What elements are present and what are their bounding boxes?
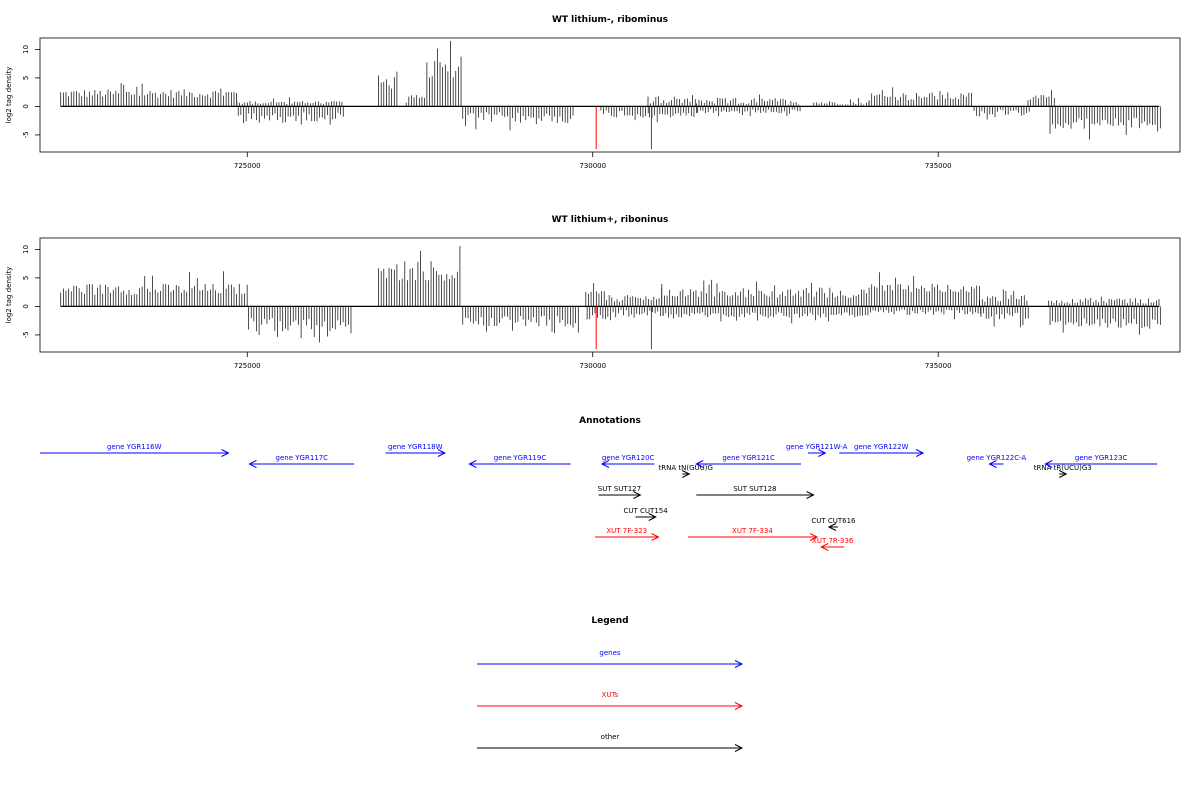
plot-frame [39,37,1181,153]
feature-label: gene YGR123C [1075,454,1128,462]
arrow-head-icon [809,533,819,541]
feature-label: XUT 7F-323 [606,527,647,535]
feature-label: gene YGR121W-A [786,443,848,451]
feature-label: CUT CUT616 [811,517,856,525]
feature-xut: XUT 7F-334 [687,527,819,541]
arrow-head-icon [248,460,257,468]
arrow-head-icon [651,533,660,541]
y-axis-label: log2 tag density [5,67,13,124]
feature-label: gene YGR116W [107,443,162,451]
x-tick-label: 735000 [925,362,952,370]
arrow-head-icon [600,460,610,468]
arrow-head-icon [682,470,691,478]
x-tick-label: 735000 [925,162,952,170]
feature-gene: gene YGR118W [385,443,447,457]
arrow-head-icon [734,660,744,668]
feature-label: tRNA tR(UCU)G3 [1034,464,1092,472]
legend-title: Legend [591,616,628,626]
coverage-panel-2: WT lithium+, riboninus log2 tag density 10… [5,215,1181,370]
legend-label: genes [599,649,620,657]
feature-label: gene YGR120C [602,454,655,462]
arrow-head-icon [820,543,829,551]
feature-xut: XUT 7R-336 [812,537,854,551]
arrow-head-icon [734,702,744,710]
feature-label: gene YGR119C [494,454,547,462]
y-tick-label: 5 [22,276,30,280]
feature-label: SUT SUT128 [733,485,776,493]
arrow-head-icon [734,744,744,752]
feature-gene: gene YGR119C [468,454,571,468]
x-tick-label: 725000 [234,162,261,170]
y-tick-label: 10 [22,245,30,254]
signal-bars [60,245,1161,343]
feature-label: gene YGR121C [722,454,775,462]
feature-label: gene YGR118W [388,443,443,451]
arrow-head-icon [695,460,704,468]
y-tick-label: 0 [22,304,30,308]
feature-other: CUT CUT616 [811,517,856,531]
legend-label: other [601,733,620,741]
feature-label: gene YGR122W [854,443,909,451]
arrow-head-icon [915,449,925,457]
signal-bars [60,40,1161,140]
arrow-head-icon [806,491,815,499]
y-tick-label: 5 [22,76,30,80]
y-tick-label: 0 [22,104,30,108]
feature-label: tRNA tN(GUU)G [659,464,713,472]
legend-item-xuts: XUTs [477,691,744,710]
panel-title: WT lithium+, riboninus [552,215,669,225]
arrow-head-icon [648,513,657,521]
feature-xut: XUT 7F-323 [595,527,660,541]
feature-gene: gene YGR121W-A [786,443,848,457]
coverage-panel-1: WT lithium-, ribominus log2 tag density 10… [5,15,1181,170]
x-tick-label: 730000 [579,162,606,170]
feature-gene: gene YGR123C [1044,454,1157,468]
feature-label: XUT 7F-334 [732,527,773,535]
y-axis-label: log2 tag density [5,267,13,324]
arrow-head-icon [818,449,827,457]
arrow-head-icon [633,491,642,499]
arrow-head-icon [437,449,447,457]
feature-gene: gene YGR117C [248,454,355,468]
feature-gene: gene YGR116W [40,443,230,457]
feature-label: CUT CUT154 [624,507,669,515]
legend-item-other: other [477,733,744,752]
arrow-head-icon [468,460,477,468]
feature-other: SUT SUT127 [598,485,642,499]
feature-other: SUT SUT128 [696,485,815,499]
y-tick-label: -5 [22,331,30,338]
feature-other: CUT CUT154 [624,507,669,521]
y-tick-label: -5 [22,131,30,138]
legend-label: XUTs [602,691,619,699]
feature-gene: gene YGR122C-A [967,454,1027,468]
x-tick-label: 730000 [579,362,606,370]
feature-label: gene YGR117C [276,454,329,462]
x-tick-label: 725000 [234,362,261,370]
plot-frame [39,237,1181,353]
annotations-track: Annotations gene YGR116W gene YGR117C gene … [40,416,1157,551]
feature-gene: gene YGR121C [695,454,801,468]
y-tick-label: 10 [22,45,30,54]
arrow-head-icon [1044,460,1053,468]
feature-label: SUT SUT127 [598,485,641,493]
arrow-head-icon [827,523,837,531]
annotations-title: Annotations [579,416,641,426]
feature-gene: gene YGR122W [839,443,925,457]
arrow-head-icon [1059,470,1068,478]
panel-title: WT lithium-, ribominus [552,15,668,25]
arrow-head-icon [221,449,230,457]
legend-item-genes: genes [477,649,744,668]
legend: Legend genes XUTs other [477,616,744,752]
feature-other: tRNA tN(GUU)G [659,464,713,478]
feature-label: gene YGR122C-A [967,454,1027,462]
arrow-head-icon [988,460,997,468]
feature-other: tRNA tR(UCU)G3 [1034,464,1092,478]
feature-gene: gene YGR120C [600,454,655,468]
feature-label: XUT 7R-336 [812,537,854,545]
